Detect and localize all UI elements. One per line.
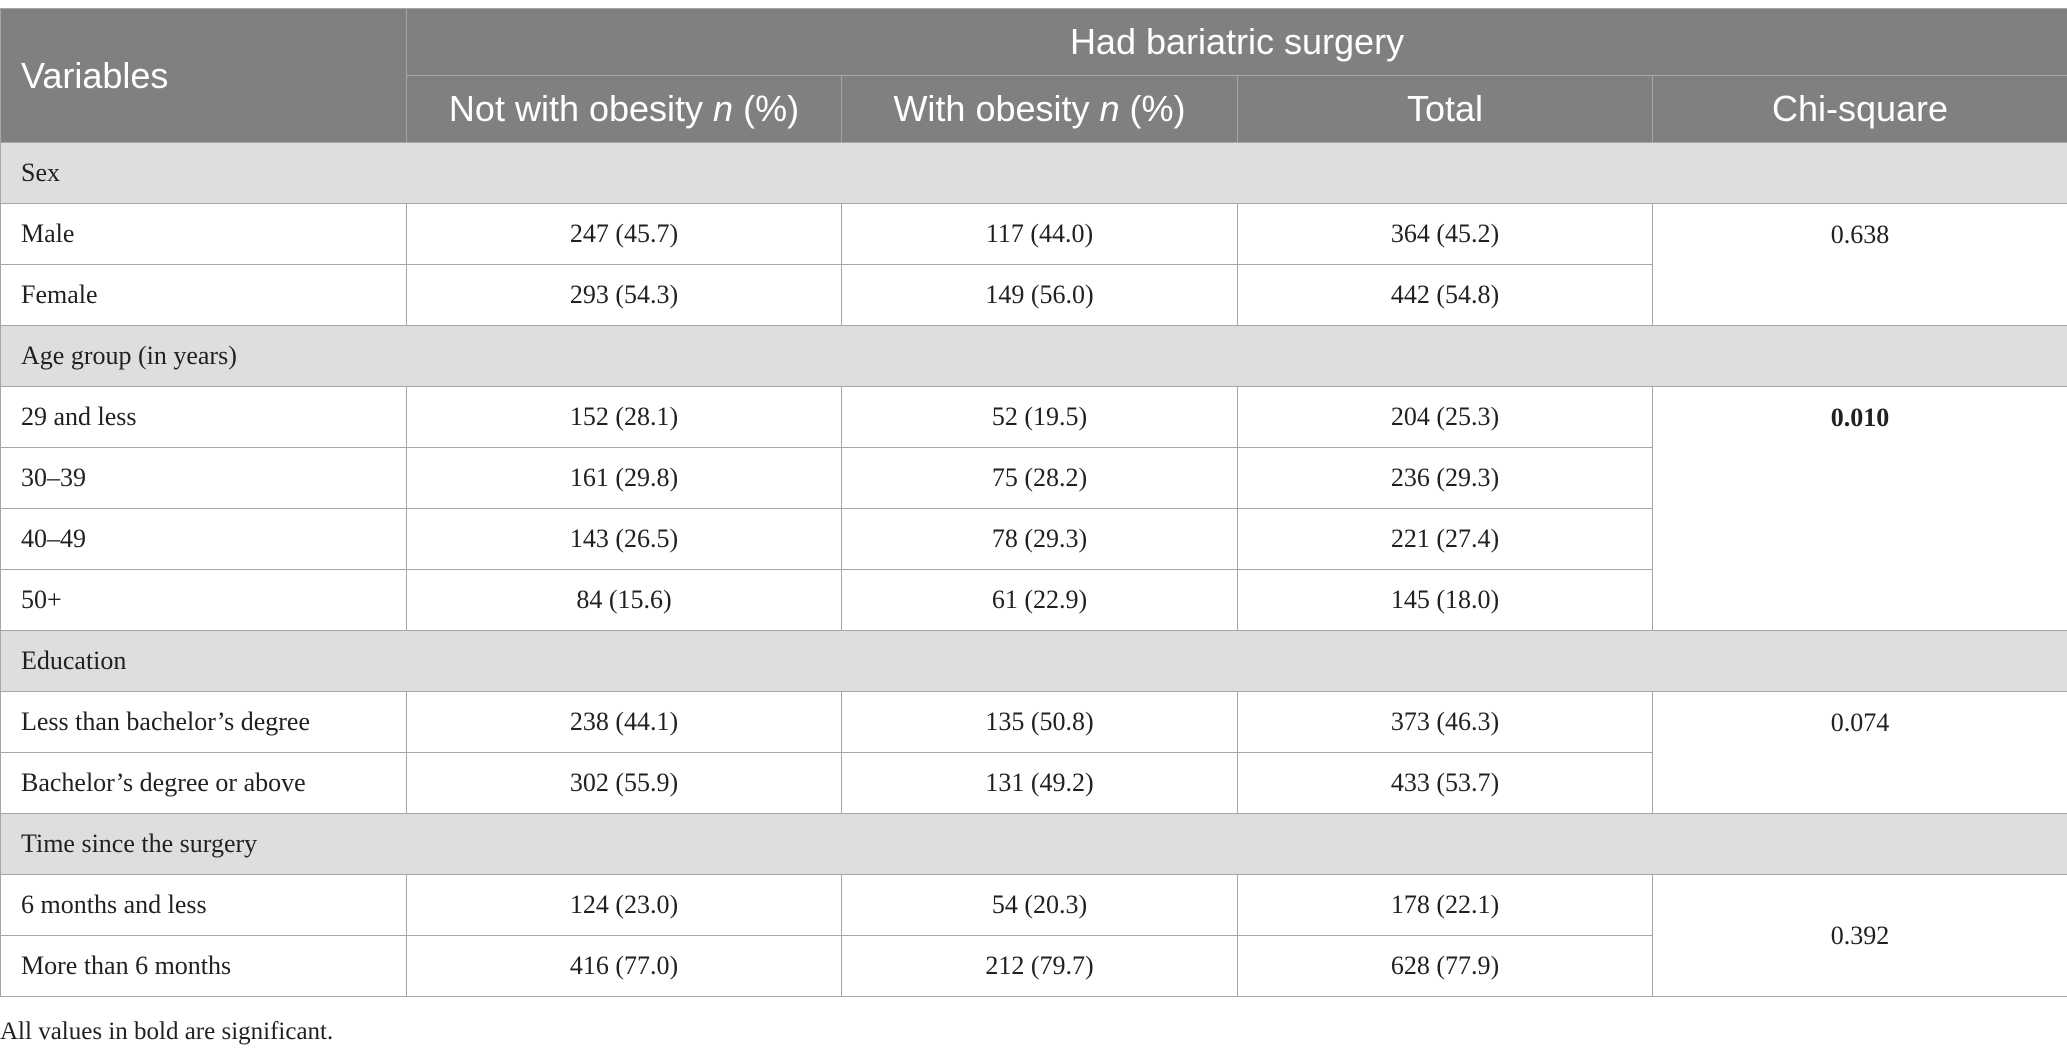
row-label: Male (0, 203, 407, 265)
footnote: All values in bold are significant. (0, 1018, 334, 1045)
cell-not-obese: 238 (44.1) (406, 691, 842, 753)
row-label: Less than bachelor’s degree (0, 691, 407, 753)
header-variables: Variables (0, 8, 407, 143)
cell-total: 145 (18.0) (1237, 569, 1653, 631)
cell-total: 442 (54.8) (1237, 264, 1653, 326)
cell-obese: 131 (49.2) (841, 752, 1238, 814)
cell-obese: 75 (28.2) (841, 447, 1238, 509)
header-chi-square: Chi-square (1652, 75, 2067, 143)
table-row: Male 247 (45.7) 117 (44.0) 364 (45.2) 0.638 (0, 203, 2067, 326)
row-label: 30–39 (0, 447, 407, 509)
header-obese: With obesity n (%) (841, 75, 1238, 143)
table-row: Bachelor’s degree or above 302 (55.9) 131 … (0, 752, 2067, 814)
cell-obese: 52 (19.5) (841, 386, 1238, 448)
table-row: Less than bachelor’s degree 238 (44.1) 135… (0, 691, 2067, 814)
cell-total: 628 (77.9) (1237, 935, 1653, 997)
row-label: 29 and less (0, 386, 407, 448)
cell-not-obese: 293 (54.3) (406, 264, 842, 326)
table-row: 29 and less 152 (28.1) 52 (19.5) 204 (25.3)… (0, 386, 2067, 631)
table-row: 6 months and less 124 (23.0) 54 (20.3) 178 … (0, 874, 2067, 997)
cell-chi-square: 0.074 (1652, 691, 2067, 814)
section-title: Education (0, 630, 2067, 692)
cell-not-obese: 416 (77.0) (406, 935, 842, 997)
cell-obese: 135 (50.8) (841, 691, 1238, 753)
cell-total: 178 (22.1) (1237, 874, 1653, 936)
cell-obese: 149 (56.0) (841, 264, 1238, 326)
section-title: Age group (in years) (0, 325, 2067, 387)
cell-total: 433 (53.7) (1237, 752, 1653, 814)
header-group-title: Had bariatric surgery (406, 8, 2067, 76)
section-header-row: Education (0, 630, 2067, 692)
cell-total: 364 (45.2) (1237, 203, 1653, 265)
cell-obese: 117 (44.0) (841, 203, 1238, 265)
cell-not-obese: 161 (29.8) (406, 447, 842, 509)
row-label: 50+ (0, 569, 407, 631)
cell-total: 373 (46.3) (1237, 691, 1653, 753)
table-row: 40–49 143 (26.5) 78 (29.3) 221 (27.4) (0, 508, 2067, 570)
cell-obese: 212 (79.7) (841, 935, 1238, 997)
cell-not-obese: 124 (23.0) (406, 874, 842, 936)
cell-total: 236 (29.3) (1237, 447, 1653, 509)
row-label: Bachelor’s degree or above (0, 752, 407, 814)
section-header-row: Age group (in years) (0, 325, 2067, 387)
cell-total: 204 (25.3) (1237, 386, 1653, 448)
header-not-obese: Not with obesity n (%) (406, 75, 842, 143)
cell-obese: 78 (29.3) (841, 508, 1238, 570)
cell-not-obese: 84 (15.6) (406, 569, 842, 631)
cell-chi-square: 0.392 (1652, 874, 2067, 997)
row-label: Female (0, 264, 407, 326)
section-title: Time since the surgery (0, 813, 2067, 875)
table-row: More than 6 months 416 (77.0) 212 (79.7) 62… (0, 935, 2067, 997)
row-label: 6 months and less (0, 874, 407, 936)
cell-chi-square: 0.638 (1652, 203, 2067, 326)
header-total: Total (1237, 75, 1653, 143)
cell-not-obese: 302 (55.9) (406, 752, 842, 814)
table-body: Sex Male 247 (45.7) 117 (44.0) 364 (45.2) 0.6… (0, 142, 2067, 997)
cell-not-obese: 143 (26.5) (406, 508, 842, 570)
cell-total: 221 (27.4) (1237, 508, 1653, 570)
cell-obese: 61 (22.9) (841, 569, 1238, 631)
section-header-row: Time since the surgery (0, 813, 2067, 875)
cell-obese: 54 (20.3) (841, 874, 1238, 936)
row-label: 40–49 (0, 508, 407, 570)
table-row: 50+ 84 (15.6) 61 (22.9) 145 (18.0) (0, 569, 2067, 631)
table-header: Variables Had bariatric surgery Not with… (0, 8, 2067, 143)
cell-not-obese: 247 (45.7) (406, 203, 842, 265)
results-table: Variables Had bariatric surgery Not with… (0, 8, 2067, 997)
section-title: Sex (0, 142, 2067, 204)
cell-not-obese: 152 (28.1) (406, 386, 842, 448)
section-header-row: Sex (0, 142, 2067, 204)
cell-chi-square: 0.010 (1652, 386, 2067, 631)
row-label: More than 6 months (0, 935, 407, 997)
